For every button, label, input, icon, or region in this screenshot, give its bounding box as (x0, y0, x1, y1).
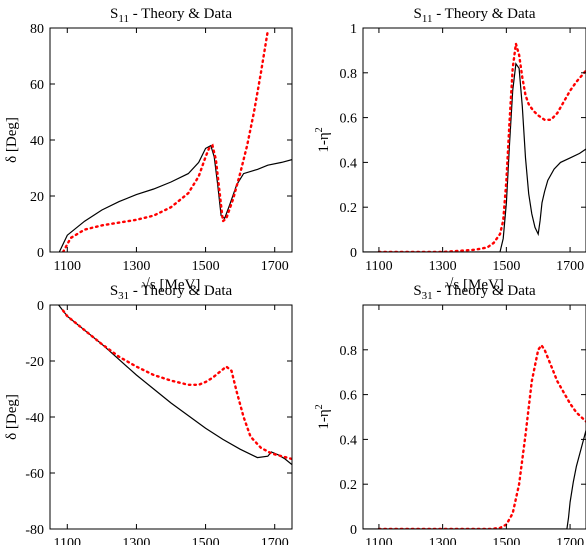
y-tick-label: 0.8 (340, 344, 358, 359)
y-tick-label: 0.2 (340, 201, 358, 216)
y-tick-label: 0 (37, 246, 44, 261)
x-tick-label: 1500 (492, 536, 520, 545)
y-axis-label: δ [Deg] (4, 394, 20, 440)
x-tick-label: 1700 (261, 536, 289, 545)
chart-title: S11 - Theory & Data (110, 6, 232, 25)
chart-title: S11 - Theory & Data (414, 6, 536, 25)
y-tick-label: 0.6 (340, 389, 358, 404)
chart-title: S31 - Theory & Data (110, 283, 233, 302)
y-axis-label: 1-η2 (314, 404, 332, 429)
y-tick-label: 0.2 (340, 478, 358, 493)
data-series-line (61, 309, 292, 461)
x-tick-label: 1100 (365, 536, 392, 545)
theory-series-line (363, 62, 586, 252)
chart-title: S31 - Theory & Data (413, 283, 536, 302)
data-series-line (61, 29, 269, 252)
x-tick-label: 1100 (54, 259, 81, 274)
y-axis-label: 1-η2 (314, 127, 332, 152)
data-series-line (377, 43, 586, 252)
x-tick-label: 1700 (556, 536, 584, 545)
x-axis-label: √s [MeV] (445, 277, 504, 293)
y-tick-label: 1 (350, 22, 357, 37)
x-tick-label: 1300 (122, 259, 150, 274)
y-tick-label: 40 (30, 134, 44, 149)
x-tick-label: 1500 (192, 536, 220, 545)
theory-series-line (58, 144, 292, 252)
y-tick-label: 60 (30, 78, 44, 93)
chart-s31-inelasticity: 1100 1300 1500 1700 0 0.2 0.4 0.6 0.8 S31 - Theor… (314, 283, 586, 545)
theory-series-line (363, 430, 586, 529)
y-tick-label: 20 (30, 190, 44, 205)
x-tick-label: 1300 (429, 259, 457, 274)
y-tick-label: 0.6 (340, 112, 358, 127)
x-tick-label: 1100 (365, 259, 392, 274)
y-tick-label: 0.4 (340, 433, 358, 448)
chart-s31-phase: 1100 1300 1500 1700 0 -20 -40 -60 -80 S31 - Theor… (4, 283, 293, 545)
y-tick-label: -80 (25, 523, 44, 538)
x-tick-label: 1700 (261, 259, 289, 274)
chart-s11-phase: 1100 1300 1500 1700 0 20 40 60 80 S11 - Theory & … (4, 6, 293, 293)
y-tick-label: -40 (25, 411, 44, 426)
x-tick-label: 1100 (54, 536, 81, 545)
x-tick-label: 1300 (429, 536, 457, 545)
y-tick-label: 0.8 (340, 67, 358, 82)
plot-frame (362, 27, 586, 253)
y-axis-label: δ [Deg] (4, 117, 20, 163)
data-series-line (377, 343, 586, 529)
y-tick-label: 0 (350, 523, 357, 538)
x-tick-label: 1500 (192, 259, 220, 274)
plot-frame (49, 27, 293, 253)
y-tick-label: 80 (30, 22, 44, 37)
x-tick-label: 1500 (492, 259, 520, 274)
chart-s11-inelasticity: 1100 1300 1500 1700 0 0.2 0.4 0.6 0.8 1 S11 - Theo… (314, 6, 586, 293)
plot-frame (49, 304, 293, 530)
theory-series-line (58, 305, 292, 466)
x-axis-label: √s [MeV] (142, 277, 201, 293)
y-tick-label: -20 (25, 355, 44, 370)
y-tick-label: -60 (25, 467, 44, 482)
y-tick-label: 0 (37, 299, 44, 314)
y-tick-label: 0 (350, 246, 357, 261)
x-tick-label: 1700 (556, 259, 584, 274)
y-tick-label: 0.4 (340, 156, 358, 171)
x-tick-label: 1300 (122, 536, 150, 545)
plot-frame (362, 304, 586, 530)
